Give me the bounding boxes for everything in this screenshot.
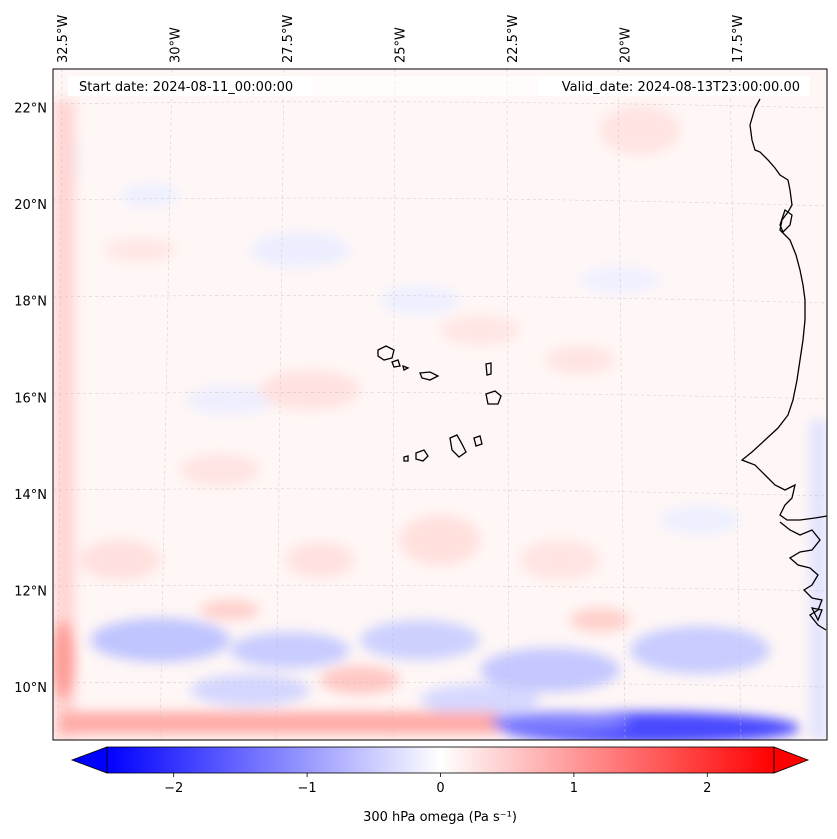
colorbar-tick-label: −1 [298,781,317,796]
lat-label: 18°N [14,295,47,310]
sao-nicolau-island [419,371,440,381]
lat-label: 16°N [14,391,47,406]
brava-island [403,455,409,462]
lon-label: 27.5°W [281,15,296,63]
omega-contour-field [53,100,827,740]
lon-label: 32.5°W [56,15,71,63]
lon-label: 20°W [619,27,634,63]
start-date-box [68,76,312,96]
map-panel: Start date: 2024-08-11_00:00:00 Valid_da… [53,69,827,740]
header-band [312,76,538,96]
lat-label: 22°N [14,102,47,117]
sao-vicente-island [391,359,401,368]
colorbar-tick-label: 2 [703,781,711,796]
longitude-labels: 32.5°W 30°W 27.5°W 25°W 22.5°W 20°W 17.5°W [56,15,746,63]
cabo-verde-islands [377,345,502,462]
colorbar-ticks: −2 −1 0 1 2 [164,773,711,796]
coastline [740,98,827,631]
lon-label: 17.5°W [731,15,746,63]
latitude-labels: 22°N 20°N 18°N 16°N 14°N 12°N 10°N [14,102,47,696]
boa-vista-island [485,390,502,405]
colorbar: −2 −1 0 1 2 300 hPa omega (Pa s⁻¹) [70,746,810,825]
lon-label: 25°W [394,27,409,63]
santa-luzia-island [402,364,410,371]
colorbar-label: 300 hPa omega (Pa s⁻¹) [363,810,517,825]
lon-label: 22.5°W [506,15,521,63]
valid-date-box [538,76,810,96]
lon-label: 30°W [169,27,184,63]
maio-island [473,435,483,447]
santo-antao-island [377,345,395,361]
colorbar-max-extension [773,746,810,774]
lat-label: 14°N [14,488,47,503]
map-frame [52,68,828,741]
gridlines [53,69,827,740]
valid-date-label: Valid_date: 2024-08-13T23:00:00.00 [562,80,800,95]
santiago-island [449,434,467,458]
colorbar-tick-label: −2 [164,781,183,796]
lat-label: 20°N [14,198,47,213]
start-date-label: Start date: 2024-08-11_00:00:00 [79,80,293,95]
sal-island [485,362,492,376]
lat-label: 12°N [14,584,47,599]
africa-coastline [740,98,827,521]
colorbar-gradient [107,747,774,773]
colorbar-min-extension [70,746,108,774]
colorbar-tick-label: 1 [570,781,578,796]
colorbar-tick-label: 0 [436,781,444,796]
lat-label: 10°N [14,681,47,696]
fogo-island [415,449,429,462]
